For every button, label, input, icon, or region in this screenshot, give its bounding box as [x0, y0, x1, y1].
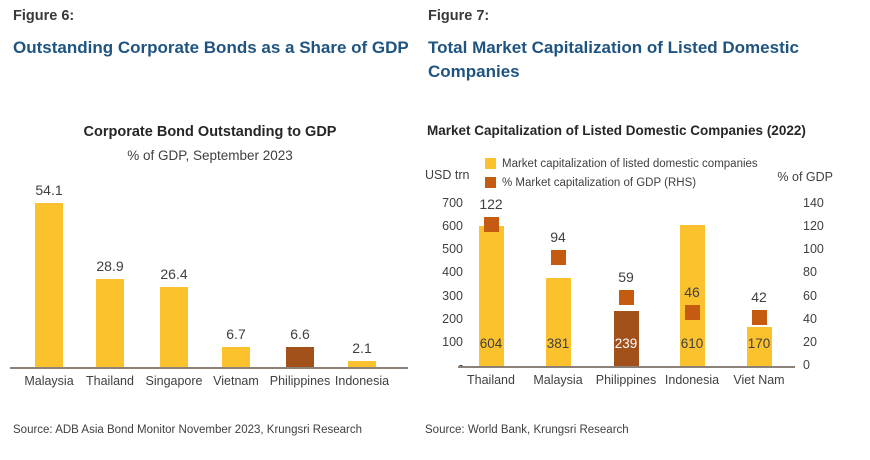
chart2-gdp-marker	[751, 309, 767, 325]
chart1-bar	[35, 203, 63, 367]
chart2-right-tick: 0	[803, 358, 810, 372]
chart1-value-label: 28.9	[96, 258, 124, 275]
chart1-category-label: Thailand	[86, 374, 134, 388]
chart1-bar	[348, 360, 376, 367]
chart2-left-tick: 600	[442, 219, 463, 234]
chart2-category-label: Philippines	[595, 373, 657, 387]
chart2-x-axis-line	[458, 366, 795, 368]
chart2-left-tick: 500	[442, 242, 463, 257]
chart2-bar	[679, 224, 705, 366]
chart2-bar-value-label: 381	[546, 336, 570, 351]
legend-item-pct-gdp-label: % Market capitalization of GDP (RHS)	[502, 176, 697, 189]
chart2-right-tick: 40	[803, 311, 817, 326]
marker-series-swatch-icon	[485, 177, 496, 188]
chart1-category-label: Vietnam	[213, 374, 259, 388]
chart1-value-label: 2.1	[352, 339, 372, 356]
chart1-x-axis-line	[10, 367, 408, 369]
chart1-value-label: 54.1	[35, 182, 63, 199]
chart2-left-tick: 400	[442, 265, 463, 280]
chart2-marker-value-label: 59	[618, 269, 634, 286]
bar-series-swatch-icon	[485, 158, 496, 169]
chart2-legend: Market capitalization of listed domestic…	[485, 154, 758, 192]
chart2-bar-value-label: 604	[479, 336, 503, 351]
chart1-bar	[160, 287, 188, 367]
chart1-subtitle: % of GDP, September 2023	[127, 148, 293, 163]
chart2-gdp-marker	[483, 217, 499, 233]
figure-6-source: Source: ADB Asia Bond Monitor November 2…	[13, 424, 363, 436]
chart2-gdp-marker	[550, 249, 566, 265]
chart1-category-label: Malaysia	[24, 374, 74, 388]
chart2-left-tick: -	[458, 358, 463, 372]
chart2-bar	[746, 326, 772, 366]
chart2-category-label: Thailand	[467, 373, 515, 387]
chart2-left-tick: 100	[442, 334, 463, 349]
right-axis-unit-label: % of GDP	[777, 170, 833, 184]
chart2-bar	[613, 310, 639, 366]
chart1-bar	[222, 346, 250, 367]
chart2-gdp-marker	[618, 290, 634, 306]
chart2-right-tick: 80	[803, 265, 817, 280]
chart2-right-tick: 20	[803, 334, 817, 349]
figure-6-title: Outstanding Corporate Bonds as a Share o…	[13, 38, 409, 57]
chart1-category-label: Philippines	[269, 374, 331, 388]
chart2-right-tick: 60	[803, 288, 817, 303]
chart2-marker-value-label: 94	[550, 228, 566, 245]
market-cap-chart: Market Capitalization of Listed Domestic…	[425, 110, 870, 410]
chart2-bar-value-label: 170	[747, 336, 771, 351]
chart1-category-label: Singapore	[145, 374, 203, 388]
chart1-title: Corporate Bond Outstanding to GDP	[83, 124, 337, 140]
chart2-marker-value-label: 46	[684, 284, 700, 301]
chart2-left-tick: 200	[442, 311, 463, 326]
figure-7-source: Source: World Bank, Krungsri Research	[425, 424, 629, 436]
chart2-left-tick: 300	[442, 288, 463, 303]
figure-6-label: Figure 6:	[13, 8, 75, 24]
chart2-bar-value-label: 610	[680, 336, 704, 351]
chart1-bar	[96, 279, 124, 367]
chart2-marker-value-label: 122	[479, 196, 503, 213]
chart1-category-label: Indonesia	[334, 374, 390, 388]
chart2-title: Market Capitalization of Listed Domestic…	[427, 123, 806, 138]
figure-7-title: Total Market Capitalization of Listed Do…	[428, 38, 799, 81]
legend-item-pct-gdp: % Market capitalization of GDP (RHS)	[485, 173, 758, 192]
chart1-value-label: 6.6	[290, 326, 310, 342]
chart2-category-label: Viet Nam	[733, 373, 785, 387]
chart1-bar	[286, 347, 314, 367]
chart2-bar	[478, 226, 504, 366]
chart1-value-label: 26.4	[160, 266, 188, 282]
chart2-right-tick: 140	[803, 196, 824, 211]
chart2-right-tick: 100	[803, 242, 824, 257]
chart2-category-label: Malaysia	[533, 373, 583, 387]
chart2-right-tick: 120	[803, 219, 824, 234]
figure-7-label: Figure 7:	[428, 8, 490, 24]
left-axis-unit-label: USD trn	[425, 168, 470, 182]
chart2-bar-value-label: 239	[614, 336, 638, 351]
legend-item-market-cap: Market capitalization of listed domestic…	[485, 154, 758, 173]
chart1-value-label: 6.7	[226, 325, 246, 342]
corporate-bond-chart: Corporate Bond Outstanding to GDP % of G…	[8, 110, 412, 410]
chart2-left-tick: 700	[442, 196, 463, 211]
legend-item-market-cap-label: Market capitalization of listed domestic…	[502, 157, 758, 170]
chart2-category-label: Indonesia	[664, 373, 720, 387]
chart2-bar	[545, 277, 571, 366]
chart2-marker-value-label: 42	[751, 288, 767, 305]
chart2-gdp-marker	[684, 305, 700, 321]
